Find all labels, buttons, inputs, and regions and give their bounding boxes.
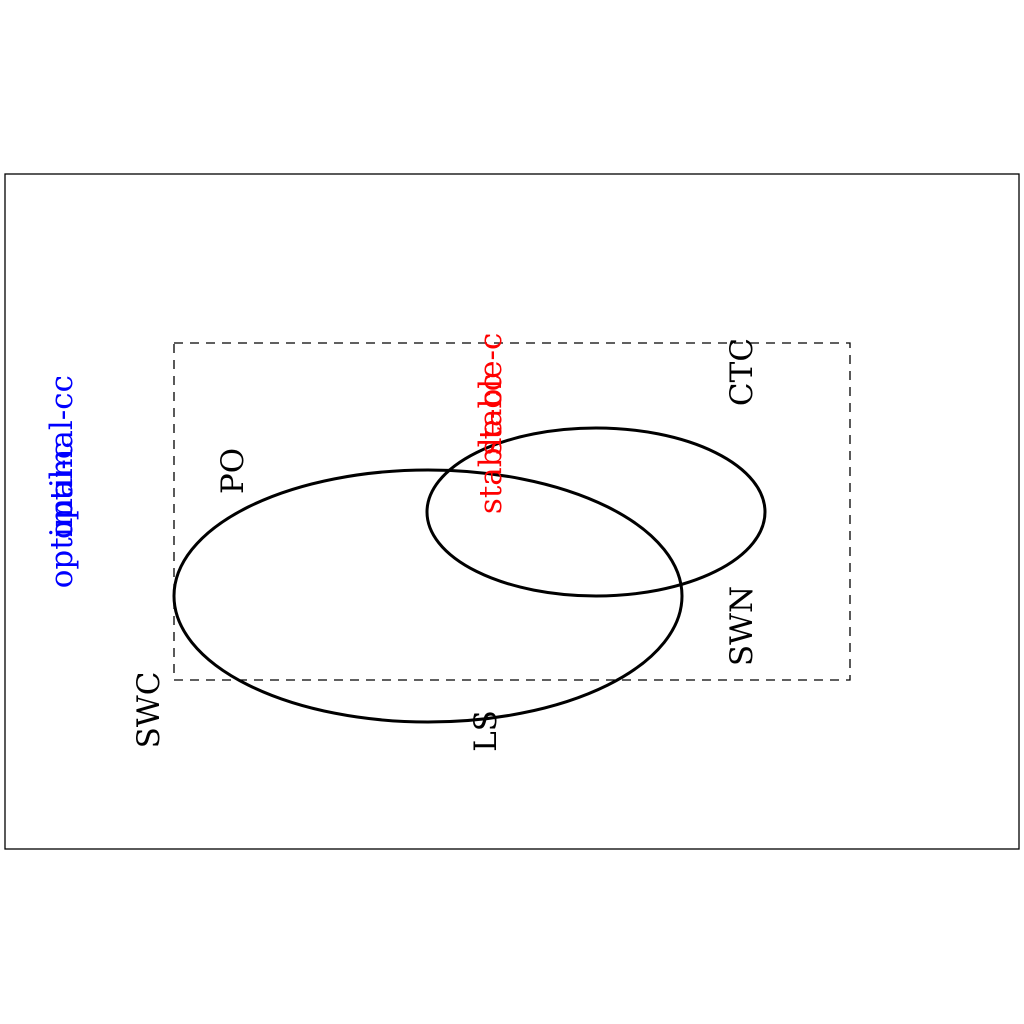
large-ellipse <box>172 468 684 724</box>
label-swc: SWC <box>131 672 167 749</box>
outer-frame <box>4 173 1020 850</box>
label-stable-cc: stable-cc <box>473 374 509 514</box>
small-ellipse <box>425 426 767 598</box>
label-optimal-cc: optimal-cc <box>44 375 80 539</box>
label-ctc: CTC <box>724 338 760 406</box>
label-swn: SWN <box>724 586 760 666</box>
label-optimal-c: optimal-c <box>44 442 80 589</box>
label-ls: LS <box>468 710 504 752</box>
dashed-region <box>173 342 851 681</box>
label-po: PO <box>215 448 251 494</box>
label-stable-c: stable-c <box>473 333 509 456</box>
